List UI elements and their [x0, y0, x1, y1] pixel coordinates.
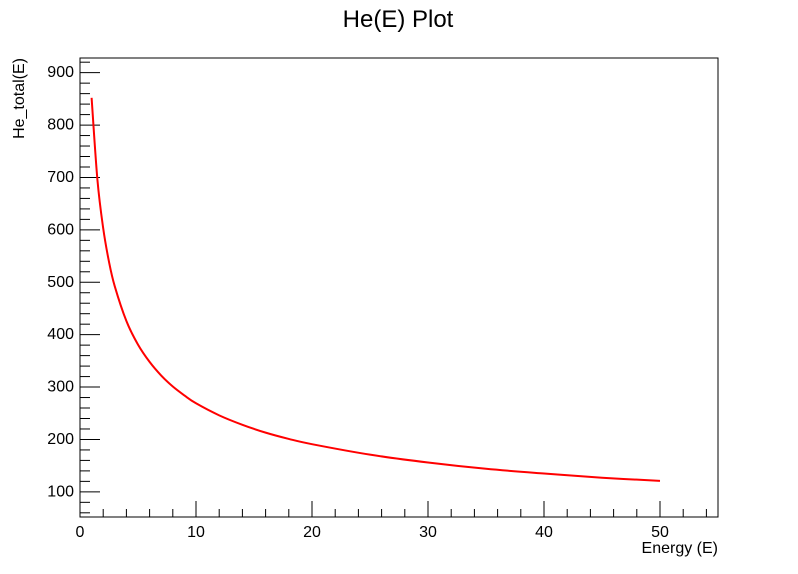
x-tick-label: 0	[76, 524, 85, 541]
x-tick-label: 50	[651, 524, 669, 541]
y-tick-label: 700	[47, 169, 74, 186]
x-tick-label: 30	[419, 524, 437, 541]
y-tick-label: 400	[47, 326, 74, 343]
series-line	[90, 97, 661, 482]
tick-labels: 0 10 20 30 40 50 100 200 300 400 500 600 700 800 900	[47, 64, 669, 541]
y-tick-label: 900	[47, 64, 74, 81]
y-axis-label: He_total(E)	[11, 58, 28, 139]
y-tick-label: 200	[47, 431, 74, 448]
x-tick-label: 40	[535, 524, 553, 541]
y-tick-label: 600	[47, 221, 74, 238]
chart-title: He(E) Plot	[343, 6, 454, 33]
series-layer	[90, 97, 661, 482]
y-tick-label: 800	[47, 117, 74, 134]
axis-ticks	[79, 61, 707, 517]
y-tick-label: 100	[47, 483, 74, 500]
plot-frame	[79, 57, 719, 518]
x-tick-label: 10	[187, 524, 205, 541]
y-tick-label: 300	[47, 379, 74, 396]
x-tick-label: 20	[303, 524, 321, 541]
y-tick-label: 500	[47, 274, 74, 291]
x-axis-label: Energy (E)	[642, 540, 718, 557]
